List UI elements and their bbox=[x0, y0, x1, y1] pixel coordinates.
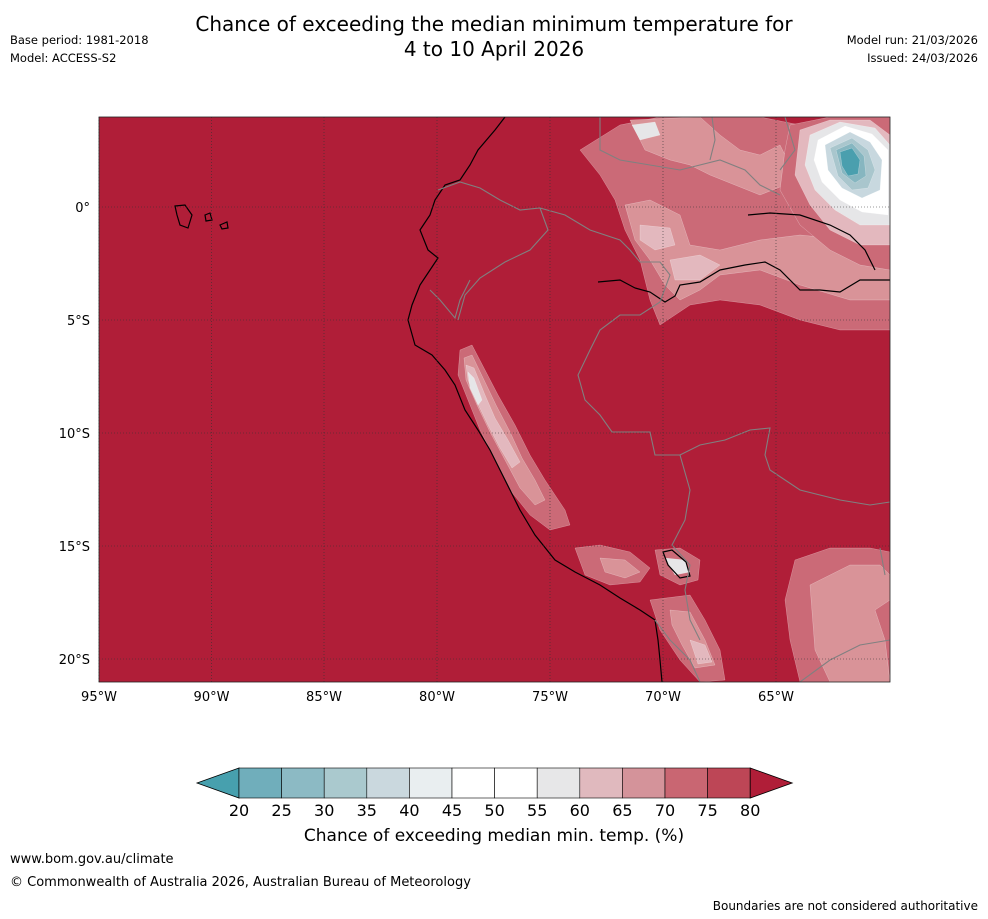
colorbar-segment bbox=[664, 767, 708, 799]
contour-60-altiplano bbox=[689, 639, 713, 665]
longitude-labels: 95°W 90°W 85°W 80°W 75°W 70°W 65°W bbox=[81, 690, 794, 705]
border-colombia-ecuador bbox=[437, 181, 549, 321]
model-name: Model: ACCESS-S2 bbox=[10, 51, 117, 65]
footer-disclaimer: Boundaries are not considered authoritat… bbox=[712, 899, 978, 913]
colorbar: 20 25 30 35 40 45 50 55 60 65 70 75 80 bbox=[195, 767, 794, 820]
lon-tick-label: 70°W bbox=[645, 690, 681, 705]
coastline-amazon-river bbox=[597, 261, 890, 303]
border-colombia-peru-brazil bbox=[539, 207, 671, 303]
colorbar-tick-label: 70 bbox=[655, 801, 675, 820]
lon-tick-label: 65°W bbox=[758, 690, 794, 705]
lat-tick-label: 0° bbox=[75, 201, 90, 216]
colorbar-segment bbox=[579, 767, 623, 799]
colorbar-tick-label: 45 bbox=[442, 801, 462, 820]
galapagos-3 bbox=[219, 221, 229, 230]
border-bolivia-brazil-south bbox=[799, 547, 890, 682]
colorbar-tick-label: 50 bbox=[484, 801, 504, 820]
border-peru-brazil bbox=[577, 301, 890, 506]
latitude-labels: 0° 5°S 10°S 15°S 20°S bbox=[59, 201, 90, 668]
contour-55-andes bbox=[467, 371, 483, 406]
colorbar-tick-label: 30 bbox=[314, 801, 334, 820]
lon-tick-label: 85°W bbox=[306, 690, 342, 705]
contour-northeast bbox=[579, 117, 890, 331]
lon-tick-label: 90°W bbox=[194, 690, 230, 705]
colorbar-segment bbox=[238, 767, 282, 799]
lat-tick-label: 5°S bbox=[67, 314, 90, 329]
coastline-rio-negro bbox=[747, 212, 876, 271]
colorbar-tick-label: 55 bbox=[527, 801, 547, 820]
contour-south bbox=[574, 544, 890, 682]
galapagos-2 bbox=[204, 212, 213, 222]
lat-tick-label: 10°S bbox=[59, 427, 90, 442]
meta-left: Base period: 1981-2018 Model: ACCESS-S2 bbox=[10, 31, 149, 67]
coastline-pacific bbox=[407, 117, 663, 682]
border-ecuador-peru bbox=[429, 279, 471, 320]
colorbar-segment bbox=[409, 767, 453, 799]
map-area bbox=[99, 117, 890, 682]
border-peru-bolivia bbox=[671, 454, 701, 641]
coastlines bbox=[174, 117, 890, 682]
contour-60-rio bbox=[669, 254, 721, 281]
colorbar-tick-label: 20 bbox=[229, 801, 249, 820]
contour-andes bbox=[457, 344, 571, 531]
map-frame bbox=[98, 116, 891, 683]
title-line-2: 4 to 10 April 2026 bbox=[403, 37, 585, 61]
colorbar-segment bbox=[281, 767, 325, 799]
contour-55-north-small bbox=[631, 121, 661, 141]
colorbar-tick-label: 80 bbox=[740, 801, 760, 820]
colorbar-high-extension bbox=[749, 767, 794, 799]
colorbar-segment bbox=[536, 767, 581, 799]
colorbar-tick-label: 25 bbox=[271, 801, 291, 820]
contour-65-se bbox=[809, 564, 890, 682]
colorbar-tick-label: 60 bbox=[570, 801, 590, 820]
lat-tick-label: 20°S bbox=[59, 653, 90, 668]
colorbar-segment bbox=[622, 767, 666, 799]
contour-20-ne bbox=[839, 147, 861, 177]
border-colombia-venezuela bbox=[599, 117, 781, 196]
lat-tick-label: 15°S bbox=[59, 540, 90, 555]
colorbar-tick-label: 35 bbox=[357, 801, 377, 820]
colorbar-segment bbox=[366, 767, 410, 799]
lake-titicaca bbox=[662, 549, 691, 579]
border-bolivia-chile bbox=[654, 619, 701, 682]
colorbar-segment bbox=[494, 767, 538, 799]
meta-right: Model run: 21/03/2026 Issued: 24/03/2026 bbox=[847, 31, 978, 67]
colorbar-segment bbox=[707, 767, 751, 799]
galapagos-1 bbox=[174, 204, 193, 229]
borders bbox=[429, 117, 890, 682]
title-line-1: Chance of exceeding the median minimum t… bbox=[195, 12, 793, 36]
lon-tick-label: 80°W bbox=[419, 690, 455, 705]
contour-60-north bbox=[639, 224, 676, 251]
contour-65-andes bbox=[463, 354, 546, 506]
issued-date: Issued: 24/03/2026 bbox=[867, 51, 978, 65]
colorbar-segment bbox=[451, 767, 495, 799]
colorbar-label: Chance of exceeding median min. temp. (%… bbox=[303, 826, 685, 846]
colorbar-tick-label: 75 bbox=[697, 801, 717, 820]
colorbar-low-extension bbox=[195, 767, 240, 799]
contour-65-south-peru bbox=[599, 557, 641, 579]
footer-copyright: © Commonwealth of Australia 2026, Austra… bbox=[10, 875, 471, 890]
border-venezuela-brazil bbox=[709, 117, 796, 171]
chart-title: Chance of exceeding the median minimum t… bbox=[0, 12, 988, 62]
colorbar-segment bbox=[323, 767, 368, 799]
model-run: Model run: 21/03/2026 bbox=[846, 33, 978, 47]
base-period: Base period: 1981-2018 bbox=[10, 33, 149, 47]
colorbar-tick-label: 40 bbox=[399, 801, 419, 820]
colorbar-tick-label: 65 bbox=[612, 801, 632, 820]
lon-tick-label: 95°W bbox=[81, 690, 117, 705]
footer-url[interactable]: www.bom.gov.au/climate bbox=[10, 852, 174, 867]
lon-tick-label: 75°W bbox=[532, 690, 568, 705]
